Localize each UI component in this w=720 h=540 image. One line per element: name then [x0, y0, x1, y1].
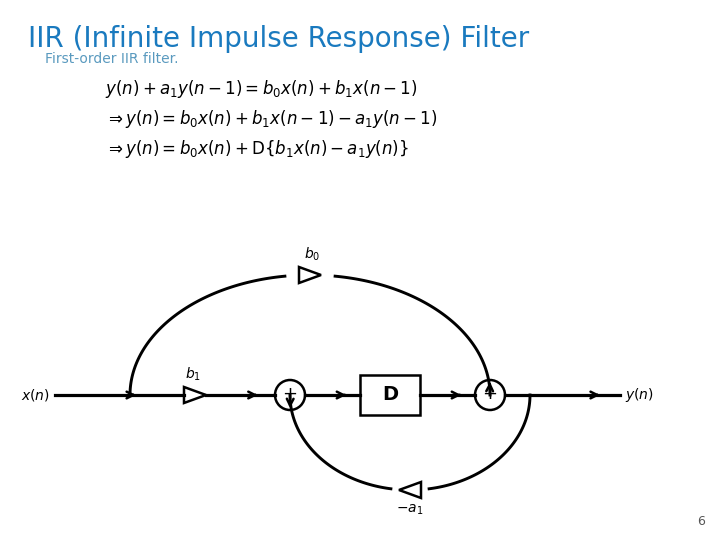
Text: $y(n)+a_1y(n-1)=b_0x(n)+b_1x(n-1)$: $y(n)+a_1y(n-1)=b_0x(n)+b_1x(n-1)$: [105, 78, 418, 100]
Text: $+$: $+$: [482, 385, 498, 403]
Text: $x(n)$: $x(n)$: [21, 387, 50, 403]
Text: D: D: [382, 386, 398, 404]
Text: IIR (Infinite Impulse Response) Filter: IIR (Infinite Impulse Response) Filter: [28, 25, 529, 53]
Text: $y(n)$: $y(n)$: [625, 386, 654, 404]
Text: First-order IIR filter.: First-order IIR filter.: [45, 52, 179, 66]
Text: $\Rightarrow y(n)=b_0x(n)+\mathrm{D}\left\{b_1x(n)-a_1y(n)\right\}$: $\Rightarrow y(n)=b_0x(n)+\mathrm{D}\lef…: [105, 138, 409, 160]
Text: 6: 6: [697, 515, 705, 528]
Text: $+$: $+$: [282, 385, 297, 403]
Text: $b_0$: $b_0$: [304, 246, 320, 263]
Text: $\Rightarrow y(n)=b_0x(n)+b_1x(n-1)-a_1y(n-1)$: $\Rightarrow y(n)=b_0x(n)+b_1x(n-1)-a_1y…: [105, 108, 438, 130]
FancyBboxPatch shape: [360, 375, 420, 415]
Text: $b_1$: $b_1$: [185, 366, 201, 383]
Text: $-a_1$: $-a_1$: [396, 503, 423, 517]
